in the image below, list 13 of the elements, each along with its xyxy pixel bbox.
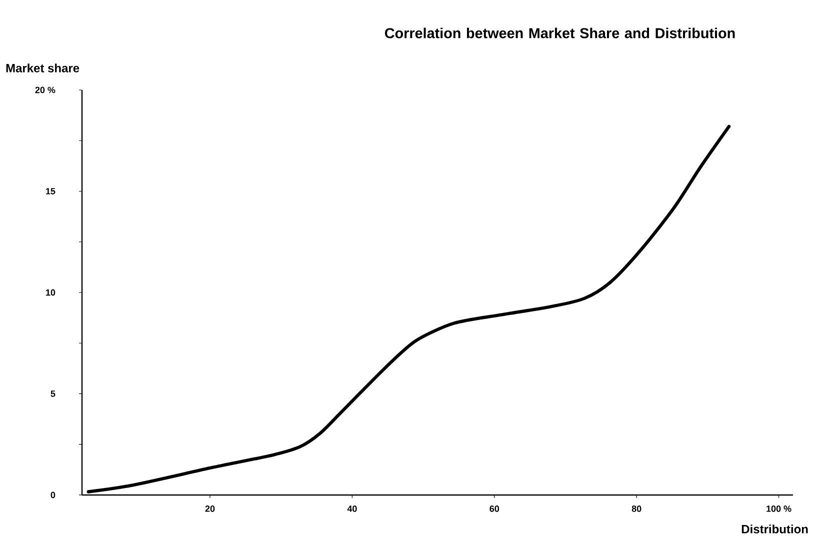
x-tick-label: 40 — [347, 506, 357, 512]
x-tick-label: 100 % — [766, 506, 792, 512]
y-axis-title: Market share — [6, 64, 80, 72]
y-tick-label: 15 — [46, 188, 56, 194]
y-tick-label: 0 — [50, 492, 56, 498]
y-tick-label: 20 % — [35, 86, 56, 94]
x-axis-title: Distribution — [742, 524, 808, 534]
y-tick-label: 5 — [50, 390, 56, 397]
chart-title: Correlation between Market Share and Distribution — [384, 28, 735, 38]
x-tick-label: 20 — [205, 506, 215, 512]
x-tick-label: 60 — [490, 506, 500, 512]
x-tick-label: 80 — [632, 506, 642, 512]
y-tick-label: 10 — [46, 289, 56, 296]
